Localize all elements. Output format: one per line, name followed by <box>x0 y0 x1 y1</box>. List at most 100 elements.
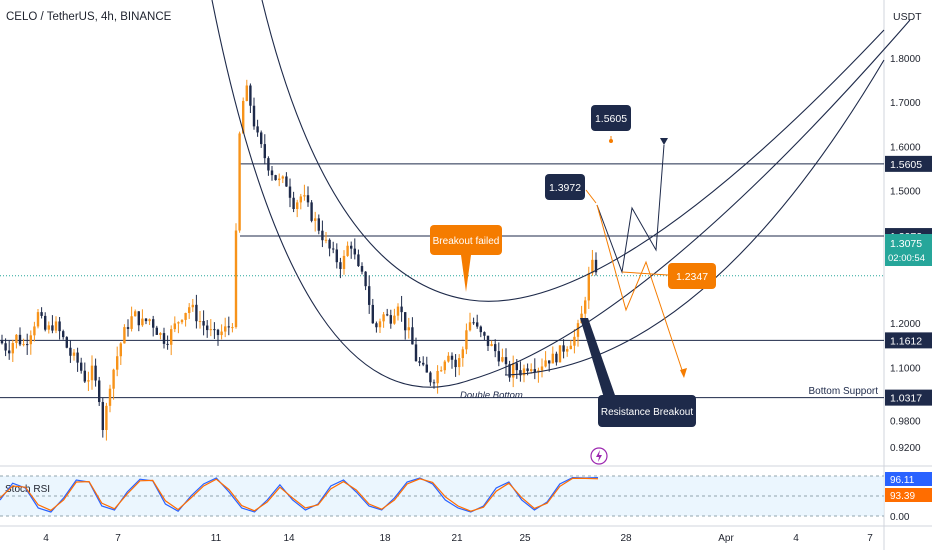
candle-body <box>479 326 482 333</box>
level-badge-value: 1.5605 <box>890 159 922 171</box>
candle-body <box>108 388 112 406</box>
candle-body <box>90 365 94 381</box>
last-price-badge: 1.3075 02:00:54 <box>885 234 932 266</box>
candle-body <box>173 323 176 330</box>
candle-body <box>562 345 565 352</box>
callout-target-text: 1.5605 <box>595 113 627 125</box>
candle-body <box>231 327 234 329</box>
candle-body <box>36 312 40 327</box>
outer-cup-curve <box>211 0 911 388</box>
candle-body <box>357 254 360 267</box>
candle-body <box>58 321 61 332</box>
candle-body <box>440 370 443 372</box>
candle-body <box>353 248 356 255</box>
candle-body <box>130 316 133 329</box>
target-marker <box>609 139 613 143</box>
candle-body <box>47 325 50 330</box>
time-axis-ticks: 4 7 11 14 18 21 25 28 Apr 4 7 <box>43 533 873 544</box>
candle-body <box>504 357 508 365</box>
candle-body <box>72 352 76 356</box>
candle-body <box>497 351 500 362</box>
candle-body <box>263 144 266 159</box>
candle-body <box>245 85 248 101</box>
pullback-connector <box>621 271 669 276</box>
flash-event-icon[interactable] <box>590 447 608 465</box>
callout-pullback[interactable]: 1.2347 <box>668 263 716 289</box>
candle-body <box>188 307 191 314</box>
candle-body <box>180 319 184 323</box>
candle-body <box>375 323 378 328</box>
level-badge-value: 1.0317 <box>890 393 922 405</box>
candle-body <box>123 327 126 344</box>
candle-body <box>69 347 72 356</box>
candle-body <box>4 343 7 351</box>
candle-body <box>458 358 461 368</box>
callout-resistance-breakout[interactable]: Resistance Breakout <box>580 318 696 427</box>
candle-body <box>346 245 349 256</box>
candle-body <box>15 334 18 343</box>
candle-body <box>101 402 104 431</box>
time-tick-label: 4 <box>43 533 49 544</box>
bullish-projection <box>596 144 665 274</box>
callout-high[interactable]: 1.3972 <box>545 174 585 200</box>
time-tick-label: 25 <box>519 533 531 544</box>
candle-body <box>98 380 101 403</box>
candle-body <box>292 197 295 210</box>
price-axis-ticks: 1.8000 1.7000 1.6000 1.5000 1.2000 1.1000 0.98… <box>890 54 921 454</box>
price-tick-label: 1.1000 <box>890 363 921 374</box>
candle-body <box>220 331 223 336</box>
candle-body <box>314 218 317 221</box>
candle-body <box>141 318 144 326</box>
level-badge <box>885 389 932 406</box>
candle-body <box>191 304 194 308</box>
high-callout-connector <box>585 189 597 204</box>
time-tick-label: 4 <box>793 533 799 544</box>
candle-body <box>242 100 245 134</box>
candle-body <box>465 330 468 350</box>
candle-body <box>33 326 36 336</box>
time-tick-label: Apr <box>718 533 734 544</box>
candle-body <box>296 202 299 210</box>
candle-body <box>116 356 119 370</box>
time-tick-label: 21 <box>451 533 463 544</box>
candle-body <box>18 334 22 345</box>
candle-body <box>382 314 385 322</box>
bullish-arrowhead <box>660 138 668 145</box>
candle-body <box>548 360 551 364</box>
candle-body <box>400 306 403 313</box>
candle-body <box>468 322 472 331</box>
bottom-support-label: Bottom Support <box>809 386 879 397</box>
candle-body <box>198 321 202 323</box>
candle-body <box>342 255 346 269</box>
time-tick-label: 11 <box>211 533 222 544</box>
time-tick-label: 7 <box>867 533 873 544</box>
candle-body <box>490 344 493 346</box>
candle-body <box>450 355 454 360</box>
candle-body <box>429 372 432 383</box>
candle-body <box>44 315 47 330</box>
price-tick-label: 1.8000 <box>890 54 921 65</box>
time-tick-label: 28 <box>620 533 632 544</box>
currency-label: USDT <box>893 11 922 23</box>
candle-body <box>332 248 335 250</box>
rsi-k-value: 96.11 <box>890 475 915 486</box>
candle-body <box>555 353 558 363</box>
callout-breakout-failed-text: Breakout failed <box>433 236 500 247</box>
candle-body <box>40 312 43 316</box>
candle-body <box>533 369 536 373</box>
candle-body <box>486 335 490 346</box>
candle-body <box>83 370 86 382</box>
candle-body <box>483 332 486 336</box>
rsi-lines <box>0 476 599 513</box>
time-tick-label: 7 <box>115 533 121 544</box>
callout-breakout-failed[interactable]: Breakout failed <box>430 225 502 292</box>
candle-body <box>566 349 569 352</box>
candle-body <box>360 266 364 272</box>
candle-body <box>522 368 526 376</box>
candle-body <box>299 196 302 203</box>
callout-target[interactable]: 1.5605 <box>591 105 631 131</box>
candle-body <box>494 344 497 352</box>
candle-body <box>278 178 281 181</box>
candle-body <box>260 132 263 145</box>
